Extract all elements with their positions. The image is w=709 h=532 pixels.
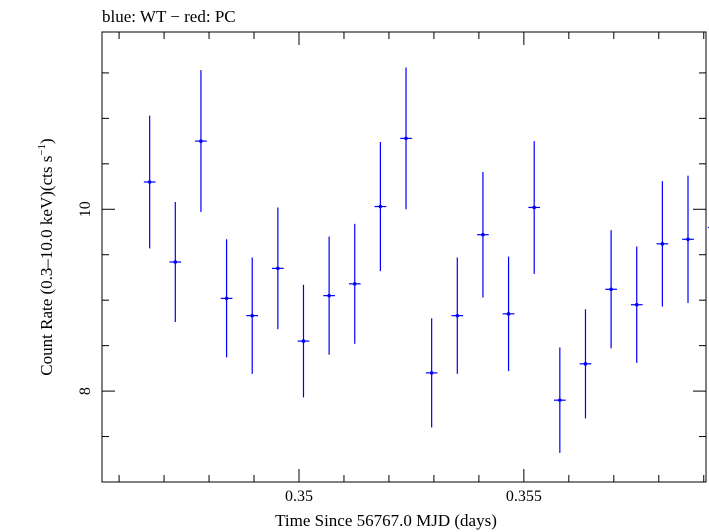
data-point <box>272 207 284 330</box>
data-point <box>502 256 515 372</box>
y-axis-label-exponent: −1 <box>36 144 48 156</box>
x-axis-label: Time Since 56767.0 MJD (days) <box>275 511 497 530</box>
point-marker <box>276 266 280 271</box>
data-point <box>605 230 617 349</box>
data-point <box>400 67 412 210</box>
point-marker <box>609 287 613 292</box>
y-axis-ticks: 8 10 <box>77 72 706 483</box>
data-point <box>220 239 233 358</box>
point-marker <box>583 362 588 366</box>
y-axis-label-main: Count Rate (0.3–10.0 keV)(cts s <box>37 156 56 376</box>
point-marker <box>147 180 152 184</box>
point-marker <box>224 296 229 301</box>
point-marker <box>558 398 562 402</box>
data-point <box>528 141 541 274</box>
point-marker <box>634 302 639 307</box>
point-marker <box>327 293 331 298</box>
point-marker <box>173 260 178 264</box>
y-tick-label: 10 <box>77 201 94 217</box>
x-tick-label: 0.355 <box>506 488 542 505</box>
point-marker <box>506 312 511 316</box>
point-marker <box>455 313 460 318</box>
point-marker <box>481 232 485 237</box>
chart-title: blue: WT − red: PC <box>102 7 236 26</box>
data-point <box>451 257 464 374</box>
y-tick-label: 8 <box>77 387 94 395</box>
data-point <box>656 181 669 307</box>
point-marker <box>352 282 357 286</box>
point-marker <box>301 339 306 343</box>
y-axis-label-close: ) <box>37 138 56 144</box>
point-marker <box>199 139 203 143</box>
point-marker <box>686 237 690 242</box>
data-points <box>143 67 709 453</box>
y-axis-label: Count Rate (0.3–10.0 keV)(cts s−1) <box>36 138 56 375</box>
data-point <box>143 115 156 249</box>
data-point <box>246 257 259 374</box>
data-point <box>374 142 387 272</box>
data-point <box>553 347 566 453</box>
data-point <box>195 70 207 212</box>
point-marker <box>404 136 408 141</box>
data-point <box>297 284 310 398</box>
data-point <box>169 202 182 322</box>
point-marker <box>660 242 665 246</box>
point-marker <box>378 204 383 209</box>
data-point <box>477 172 489 298</box>
data-point <box>682 175 694 303</box>
point-marker <box>532 205 536 210</box>
point-marker <box>429 371 434 375</box>
data-point <box>323 236 335 355</box>
data-point <box>425 318 438 428</box>
data-point <box>630 246 643 363</box>
data-point <box>579 309 592 419</box>
point-marker <box>250 313 255 318</box>
plot-frame <box>101 31 707 483</box>
data-point <box>348 223 361 344</box>
x-tick-label: 0.35 <box>285 488 313 505</box>
x-axis-ticks: 0.35 0.355 <box>118 32 705 505</box>
